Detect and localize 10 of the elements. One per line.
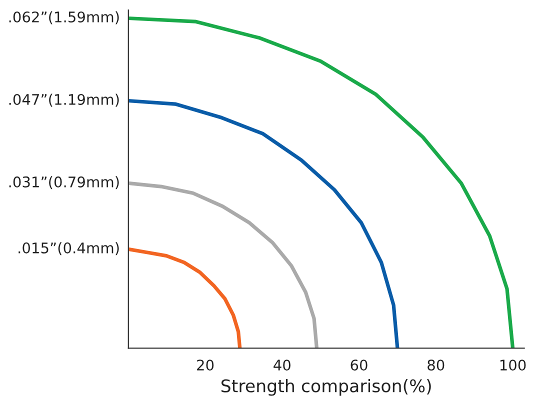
text: .015”(0.4mm) <box>18 242 119 256</box>
x-tick-label: 100 <box>500 360 526 371</box>
text: .031”(0.79mm) <box>9 176 119 190</box>
text: .062”(1.59mm) <box>9 11 119 24</box>
x-tick-label: 40 <box>274 360 290 371</box>
x-tick-label: 60 <box>350 360 368 371</box>
text: .047”(1.19mm) <box>9 94 119 107</box>
x-tick-label: 20 <box>197 360 214 371</box>
x-tick-label: 80 <box>428 360 444 371</box>
x-axis-title: Strength comparison(%) <box>221 378 431 396</box>
